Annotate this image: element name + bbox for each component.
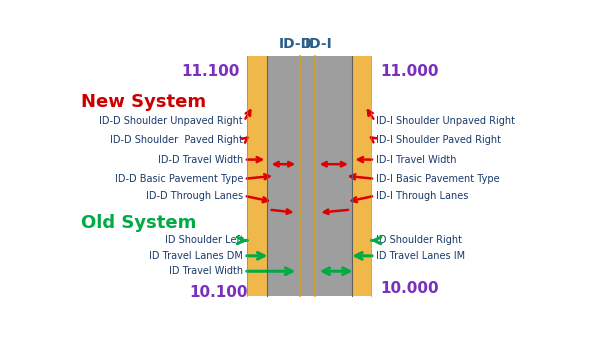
Text: ID-I Travel Width: ID-I Travel Width [376, 155, 456, 165]
Text: ID Shoulder Left: ID Shoulder Left [164, 235, 243, 245]
Bar [247, 56, 267, 296]
Text: 10.000: 10.000 [380, 280, 439, 296]
Text: 11.000: 11.000 [380, 64, 439, 79]
Text: ID-I Basic Pavement Type: ID-I Basic Pavement Type [376, 174, 499, 184]
Text: ID-D Travel Width: ID-D Travel Width [158, 155, 243, 165]
Text: ID Travel Lanes DM: ID Travel Lanes DM [149, 251, 243, 261]
Text: 11.100: 11.100 [181, 64, 240, 79]
Text: ID-D Basic Pavement Type: ID-D Basic Pavement Type [115, 174, 243, 184]
Text: ID-I Shoulder Paved Right: ID-I Shoulder Paved Right [376, 135, 500, 145]
Text: ID-D Shoulder  Paved Right: ID-D Shoulder Paved Right [110, 135, 243, 145]
Text: ID Shoulder Right: ID Shoulder Right [376, 235, 462, 245]
Text: ID-D: ID-D [279, 37, 313, 51]
Text: ID-I: ID-I [305, 37, 333, 51]
Bar [267, 56, 352, 296]
Text: ID-D Shoulder Unpaved Right: ID-D Shoulder Unpaved Right [100, 116, 243, 126]
Text: 10.100: 10.100 [189, 285, 248, 300]
Text: ID-I Shoulder Unpaved Right: ID-I Shoulder Unpaved Right [376, 116, 515, 126]
Text: Old System: Old System [81, 214, 197, 232]
Bar [352, 56, 371, 296]
Text: ID Travel Lanes IM: ID Travel Lanes IM [376, 251, 465, 261]
Text: ID-I Through Lanes: ID-I Through Lanes [376, 191, 468, 201]
Text: ID Travel Width: ID Travel Width [169, 266, 243, 276]
Text: ID-D Through Lanes: ID-D Through Lanes [146, 191, 243, 201]
Text: New System: New System [81, 93, 206, 111]
